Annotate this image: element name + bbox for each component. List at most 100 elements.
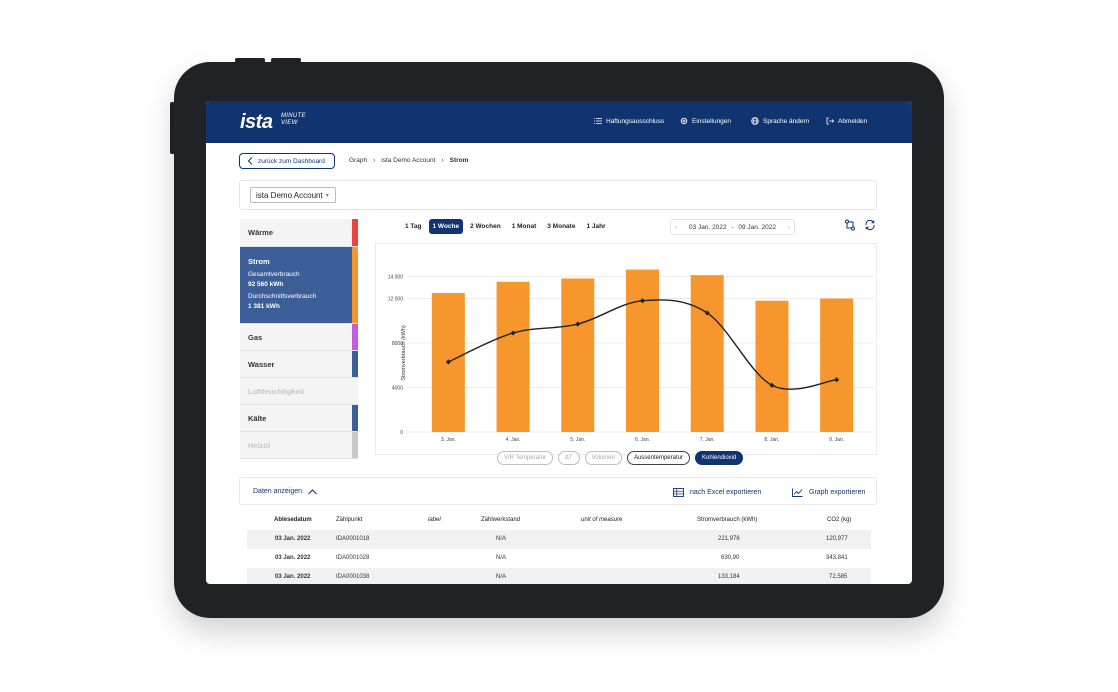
sidebar-item-strom[interactable]: Strom Gesamtverbrauch 92 560 kWh Durchsc… [240,247,358,324]
sidebar-item-label: Luftfeuchtigkeit [248,387,305,396]
line-point [834,377,840,383]
sidebar-item-label: Gas [248,333,263,342]
breadcrumb-account[interactable]: ista Demo Account [381,157,436,164]
logout-icon [826,117,834,125]
cell-count: N/A [496,555,507,561]
ista-logo[interactable]: ista [240,111,273,133]
table-row[interactable]: 03 Jan. 2022 IDA0001038 N/A 133,184 72,5… [247,568,871,584]
y-tick-label: 0 [400,430,403,436]
cell-power: 133,184 [718,574,740,580]
cell-power: 630,90 [721,555,740,561]
cell-date: 03 Jan. 2022 [275,536,311,542]
nav-logout[interactable]: Abmelden [826,117,867,125]
top-navigation-bar: ista MINUTE VIEW Haftungsausschluss Eins… [206,101,912,143]
bar [820,298,854,432]
tablet-top-button-left [235,58,265,63]
x-tick-label: 4. Jan. [506,437,521,443]
x-tick-label: 8. Jan. [764,437,779,443]
column-header: Zählwerkstand [481,517,521,523]
sidebar-item-label: Kälte [248,414,267,423]
breadcrumb-graph[interactable]: Graph [349,157,368,164]
sidebar-item-kaelte[interactable]: Kälte [240,405,358,432]
period-3-months[interactable]: 3 Monate [547,223,576,230]
cell-meter: IDA0001018 [336,536,370,542]
nav-settings[interactable]: Einstellungen [680,117,731,125]
cell-date: 03 Jan. 2022 [275,574,311,580]
nav-disclaimer[interactable]: Haftungsausschluss [594,117,664,125]
chip-kohlendioxid[interactable]: Kohlendioxid [694,451,744,465]
export-graph-label: Graph exportieren [809,489,866,496]
refresh-icon[interactable] [864,219,876,231]
nav-settings-label: Einstellungen [692,117,732,125]
cell-meter: IDA0001038 [336,574,370,580]
globe-icon [751,117,759,125]
cell-power: 221,976 [718,536,740,542]
x-tick-label: 6. Jan. [635,437,650,443]
show-data-toggle[interactable]: Daten anzeigen [253,488,317,495]
breadcrumb-current: Strom [449,157,469,164]
date-next-button[interactable]: › [787,223,790,231]
sidebar-item-gas[interactable]: Gas [240,324,358,351]
sidebar-item-luftfeuchtigkeit: Luftfeuchtigkeit [240,378,358,405]
column-header: CO2 (kg) [827,517,852,523]
export-excel-button[interactable]: nach Excel exportieren [673,488,761,497]
color-indicator [352,351,358,377]
chip-aussentemperatur[interactable]: Aussentemperatur [626,451,690,465]
chevron-right-icon: › [373,157,376,164]
table-row[interactable]: 03 Jan. 2022 IDA0001018 N/A 221,976 120,… [247,530,871,549]
back-to-dashboard-button[interactable]: zurück zum Dashboard [239,153,335,169]
line-chart-icon [792,488,803,497]
table-row[interactable]: 03 Jan. 2022 IDA0001028 N/A 630,90 343,8… [247,549,871,568]
average-consumption-label: Durchschnittsverbrauch [248,293,317,300]
total-consumption-value: 92 560 kWh [248,281,284,288]
nav-language-label: Sprache ändern [763,117,810,125]
sidebar-item-heizoel: Heizöl [240,432,358,459]
column-header: unit of measure [581,517,623,523]
period-1-week[interactable]: 1 Woche [428,219,464,234]
color-indicator [352,405,358,431]
color-indicator [352,219,358,246]
account-select[interactable]: ista Demo Account ▾ [250,187,336,203]
date-range-text[interactable]: 03 Jan. 2022 - 09 Jan. 2022 [689,224,776,231]
column-header: label [428,517,441,523]
chevron-right-icon: › [441,157,444,164]
cell-count: N/A [496,574,507,580]
date-prev-button[interactable]: ‹ [675,223,678,231]
period-selector: 1 Tag 1 Woche 2 Wochen 1 Monat 3 Monate … [401,219,610,234]
compare-icon[interactable] [844,219,856,231]
consumption-chart: 0 4000 8000 12 000 14 000 Stromverbrauch (kWh… [388,269,874,443]
x-tick-label: 3. Jan. [441,437,456,443]
date-range-picker: ‹ 03 Jan. 2022 - 09 Jan. 2022 › [670,219,795,235]
bar [561,278,595,432]
chart-panel: 0 4000 8000 12 000 14 000 Stromverbrauch (kWh… [375,243,877,455]
period-1-year[interactable]: 1 Jahr [586,223,606,230]
gear-icon [680,117,688,125]
sidebar-item-waerme[interactable]: Wärme [240,219,358,247]
period-2-weeks[interactable]: 2 Wochen [470,223,501,230]
app-screen: ista MINUTE VIEW Haftungsausschluss Eins… [206,101,912,584]
column-header: Ablesedatum [274,517,312,523]
cell-count: N/A [496,536,507,542]
x-tick-label: 5. Jan. [570,437,585,443]
period-1-month[interactable]: 1 Monat [511,223,537,230]
line-point [510,330,516,336]
table-header-row: Ablesedatum Zählpunkt label Zählwerkstan… [247,511,871,530]
sidebar-item-label: Heizöl [248,441,271,450]
bar [690,275,724,432]
date-from: 03 Jan. 2022 [689,223,727,231]
sidebar-item-wasser[interactable]: Wasser [240,351,358,378]
x-tick-label: 7. Jan. [700,437,715,443]
chip-volumen[interactable]: Volumen [584,451,622,465]
y-tick-label: 4000 [392,386,403,392]
back-to-dashboard-label: zurück zum Dashboard [258,157,325,165]
x-tick-label: 9. Jan. [829,437,844,443]
utility-sidebar: Wärme Strom Gesamtverbrauch 92 560 kWh D… [240,219,358,459]
column-header: Stromverbrauch (kWh) [697,517,758,523]
bar [626,269,659,432]
export-graph-button[interactable]: Graph exportieren [792,488,865,497]
nav-language[interactable]: Sprache ändern [751,117,809,125]
nav-logout-label: Abmelden [838,117,868,125]
period-1-day[interactable]: 1 Tag [405,223,422,230]
chip-vr-temperatur[interactable]: V/R Temperatur [497,451,553,465]
chip-delta-t[interactable]: ΔT [557,451,580,465]
